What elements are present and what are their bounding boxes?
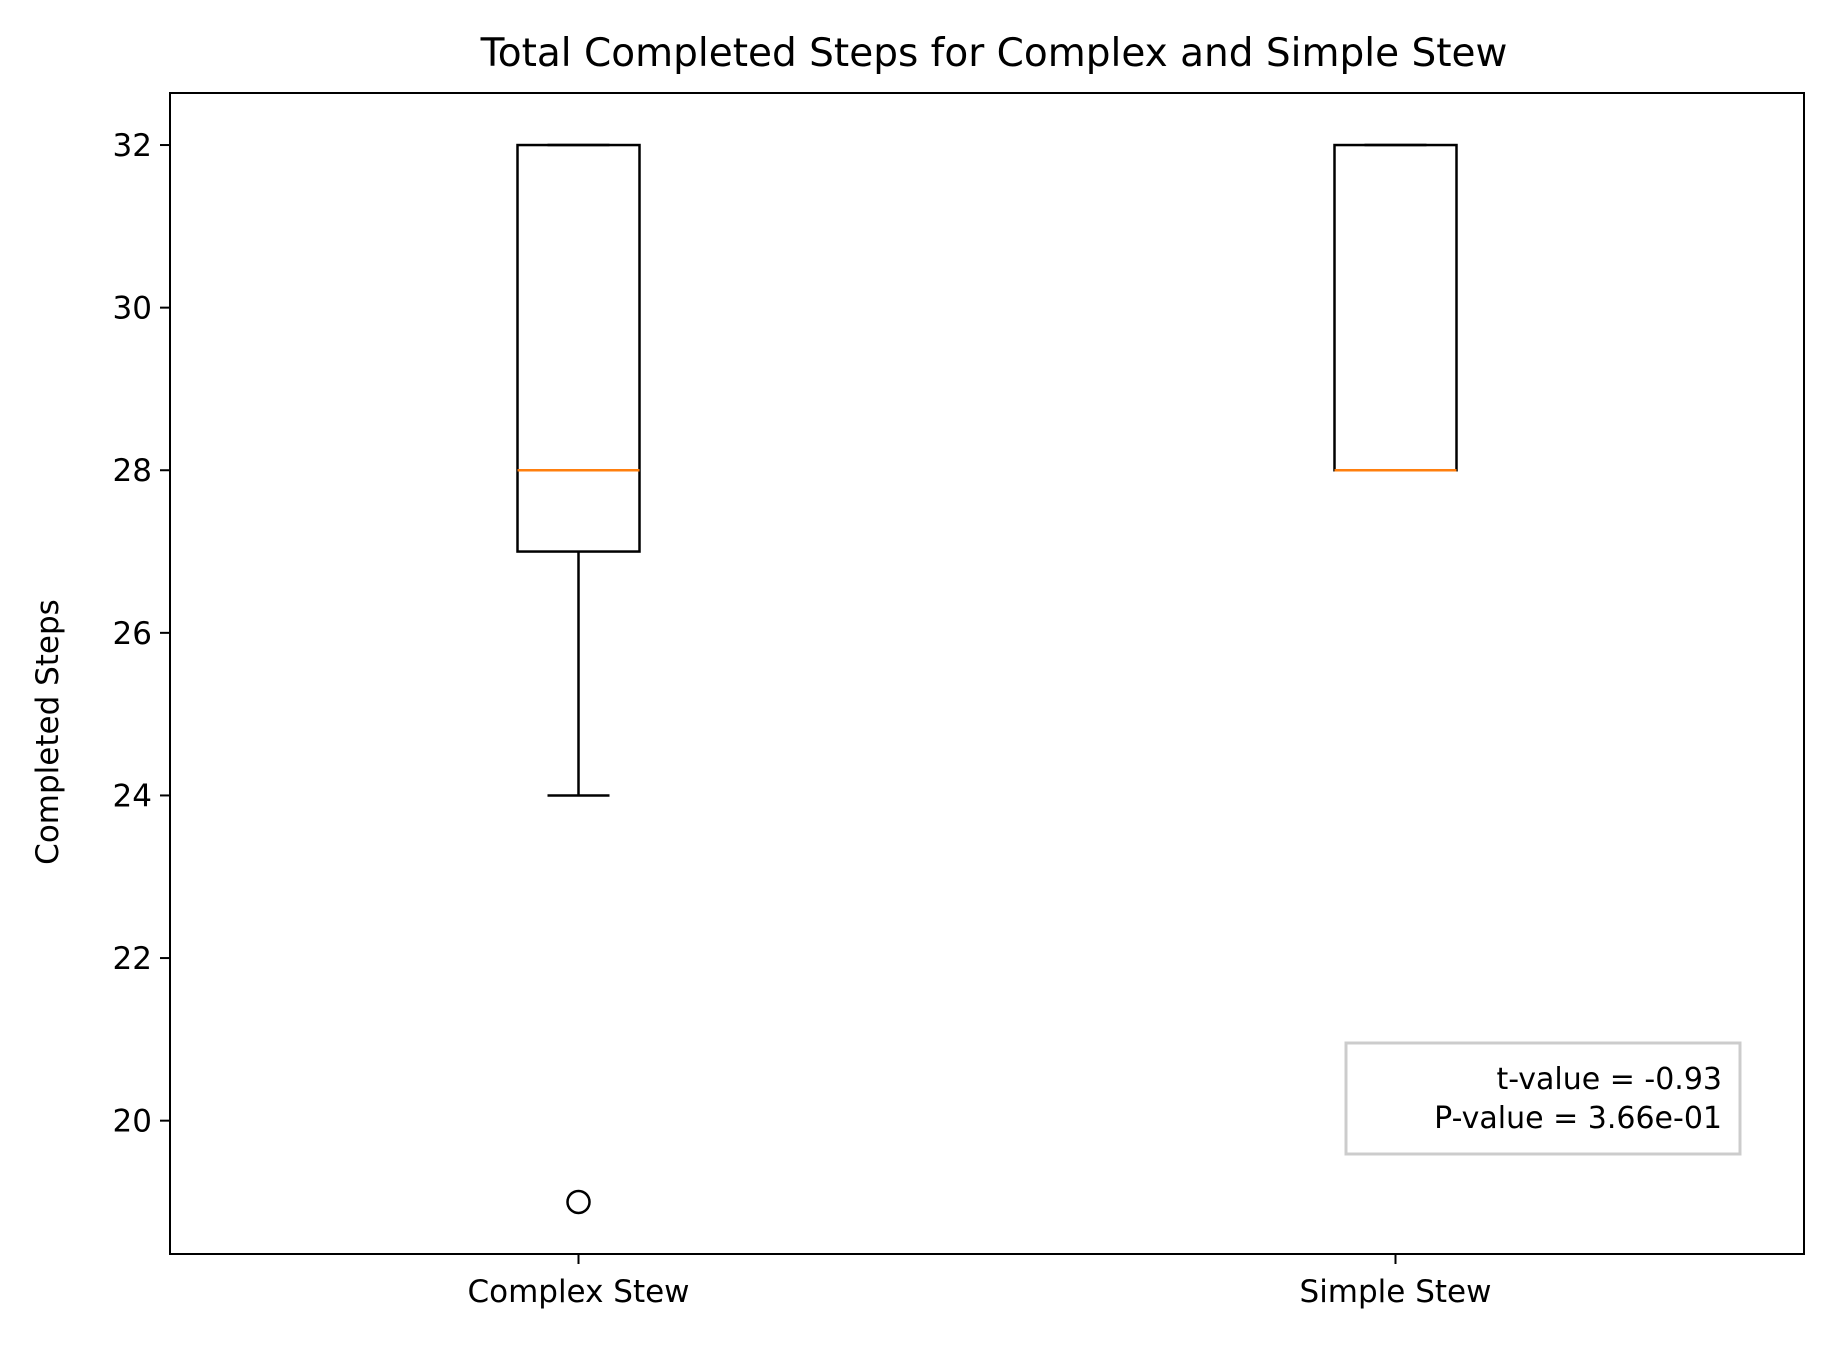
y-tick-label: 22: [113, 941, 152, 977]
iqr-box: [516, 143, 641, 553]
outlier-point: [566, 1189, 591, 1215]
box-complex-stew: [516, 143, 641, 1215]
y-axis-ticks: 20 22 24 26 28 30 32: [113, 128, 170, 1140]
y-tick-label: 24: [113, 778, 152, 814]
box-simple-stew: [1333, 143, 1458, 472]
p-value-text: P-value = 3.66e-01: [1434, 1101, 1722, 1136]
t-value-text: t-value = -0.93: [1496, 1062, 1722, 1097]
plot-area: [516, 143, 1458, 1215]
t-test-annotation: t-value = -0.93 P-value = 3.66e-01: [1344, 1041, 1742, 1156]
y-tick-label: 28: [113, 453, 152, 489]
iqr-box: [1333, 143, 1458, 472]
y-tick-label: 30: [113, 291, 152, 327]
annotation-frame: [1344, 1041, 1742, 1156]
y-tick-label: 20: [113, 1104, 152, 1140]
chart-title: Total Completed Steps for Complex and Si…: [480, 31, 1508, 76]
y-tick-label: 26: [113, 616, 152, 652]
x-axis-ticks: Complex Stew Simple Stew: [467, 1254, 1491, 1310]
y-tick-label: 32: [113, 128, 152, 164]
plot-frame: [169, 92, 1805, 1255]
x-tick-label: Complex Stew: [467, 1274, 689, 1310]
y-axis-label: Completed Steps: [30, 599, 66, 865]
x-tick-label: Simple Stew: [1300, 1274, 1492, 1310]
